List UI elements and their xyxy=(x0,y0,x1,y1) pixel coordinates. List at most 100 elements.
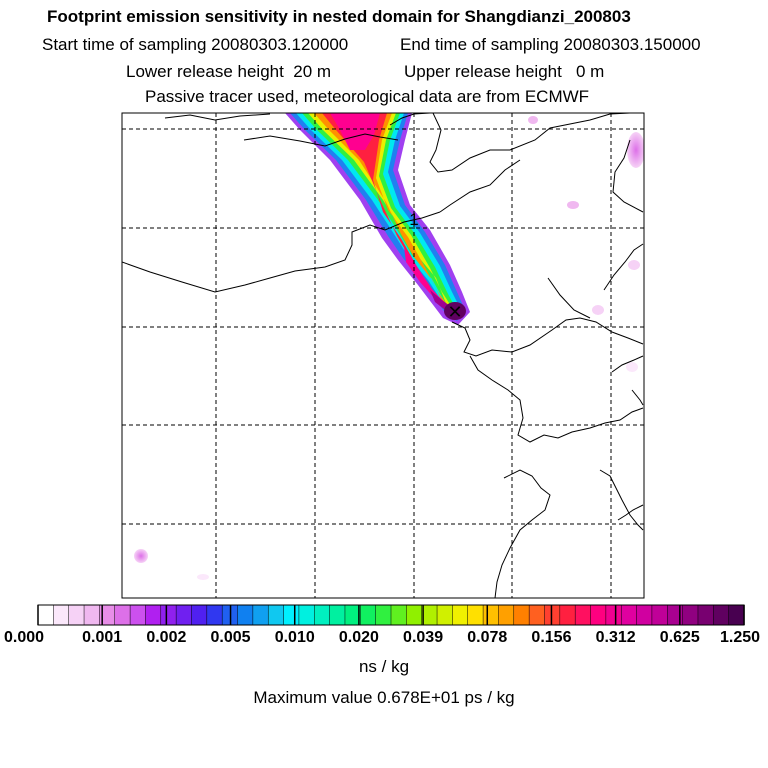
colorbar-cell xyxy=(452,604,469,626)
release-marker: 1 xyxy=(409,210,418,229)
colorbar-cell xyxy=(283,604,300,626)
colorbar-cell xyxy=(513,604,530,626)
sampling-end-value: 20080303.150000 xyxy=(563,35,701,54)
colorbar-cell xyxy=(252,604,269,626)
border-east xyxy=(612,139,644,213)
coastline-korea xyxy=(611,355,644,521)
plume-band-cyan xyxy=(296,113,460,318)
sampling-start-label: Start time of sampling xyxy=(42,35,207,54)
colorbar-unit: ns / kg xyxy=(358,657,410,676)
patch-southeast xyxy=(626,362,638,372)
colorbar-tick-label: 0.001 xyxy=(82,629,123,646)
patch-north xyxy=(528,116,538,124)
colorbar-tick-label: 0.312 xyxy=(595,629,636,646)
colorbar-tick-label: 0.002 xyxy=(146,629,187,646)
sampling-end: End time of sampling 20080303.150000 xyxy=(400,35,701,55)
colorbar-cell xyxy=(421,604,438,626)
colorbar-cell xyxy=(375,604,392,626)
colorbar-cell xyxy=(620,604,638,626)
sampling-start: Start time of sampling 20080303.120000 xyxy=(42,35,348,55)
colorbar-tick-label: 0.000 xyxy=(3,629,45,646)
colorbar-cell xyxy=(728,604,745,626)
colorbar-cell xyxy=(574,604,592,626)
colorbar-cell xyxy=(329,604,346,626)
faint-emission-patches xyxy=(134,116,644,580)
tracer-note: Passive tracer used, meteorological data… xyxy=(145,87,590,106)
emission-plume xyxy=(285,113,470,325)
colorbar-cell xyxy=(590,604,607,626)
colorbar-tick-label: 0.625 xyxy=(659,629,700,646)
patch-far-east xyxy=(628,260,640,270)
release-lower: Lower release height 20 m xyxy=(126,62,331,82)
colorbar-cell xyxy=(636,604,653,626)
colorbar-cell xyxy=(206,604,223,626)
colorbar-cell xyxy=(298,604,315,626)
colorbar-tick-label: 1.250 xyxy=(719,629,761,646)
colorbar-cell xyxy=(175,604,193,626)
maximum-value: Maximum value 0.678E+01 ps / kg xyxy=(253,688,515,707)
colorbar-tick-label: 0.010 xyxy=(274,629,315,646)
colorbar-cell xyxy=(390,604,407,626)
colorbar-cell xyxy=(544,604,561,626)
colorbar-cell xyxy=(559,604,576,626)
colorbar-tick-label: 0.039 xyxy=(403,629,444,646)
colorbar-frame xyxy=(37,604,745,626)
colorbar-cell xyxy=(651,604,668,626)
colorbar-cell xyxy=(360,604,377,626)
receptor-hotspot xyxy=(444,302,466,320)
colorbar-cell xyxy=(436,604,454,626)
colorbar-cell xyxy=(68,604,85,626)
graticule xyxy=(122,113,644,598)
map-title: Footprint emission sensitivity in nested… xyxy=(47,7,631,26)
release-lower-label: Lower release height xyxy=(126,62,284,81)
plume-band-purple xyxy=(430,290,450,310)
patch-southwest xyxy=(134,549,148,563)
patch-east xyxy=(567,201,579,209)
patch-ne-edge xyxy=(627,132,644,168)
colorbar-tick-label: 0.020 xyxy=(338,629,379,646)
colorbar-cell xyxy=(267,604,285,626)
border-central xyxy=(122,211,441,293)
colorbar-cell xyxy=(482,604,500,626)
border-mongolia xyxy=(243,133,399,147)
colorbar-cell xyxy=(237,604,254,626)
coastline-bohai xyxy=(451,317,644,357)
release-lower-value: 20 m xyxy=(293,62,332,81)
colorbar-tick-label: 0.005 xyxy=(210,629,251,646)
colorbar-cell xyxy=(682,604,699,626)
colorbar-cell xyxy=(129,604,147,626)
coastline-east xyxy=(494,469,551,598)
colorbar-tick-label: 0.078 xyxy=(467,629,508,646)
sampling-end-label: End time of sampling xyxy=(400,35,559,54)
release-upper: Upper release height 0 m xyxy=(404,62,604,82)
colorbar-cell xyxy=(713,604,730,626)
colorbar-cell xyxy=(160,604,177,626)
colorbar-cell xyxy=(467,604,484,626)
plume-band-magenta xyxy=(330,113,380,150)
border-central-b xyxy=(439,159,521,213)
patch-east-coast xyxy=(592,305,604,315)
plume-band-red xyxy=(322,113,446,309)
colorbar-tick-label: 0.156 xyxy=(531,629,572,646)
colorbar-cell xyxy=(498,604,515,626)
colorbar-cell xyxy=(667,604,684,626)
colorbar-cell xyxy=(191,604,208,626)
release-upper-label: Upper release height xyxy=(404,62,562,81)
map-frame xyxy=(121,112,645,599)
colorbar-cell xyxy=(528,604,546,626)
coastline-liaodong xyxy=(547,243,644,319)
patch-south xyxy=(197,574,209,580)
coastline-shandong xyxy=(469,355,644,443)
sampling-start-value: 20080303.120000 xyxy=(211,35,349,54)
colorbar-cell xyxy=(697,604,714,626)
release-upper-value: 0 m xyxy=(576,62,605,81)
colorbar-cell xyxy=(145,604,162,626)
colorbar-cell xyxy=(314,604,331,626)
colorbar-cell xyxy=(605,604,622,626)
colorbar-cell xyxy=(37,604,54,626)
colorbar-cell xyxy=(53,604,70,626)
coastline-southeast xyxy=(599,469,644,531)
colorbar-cell xyxy=(406,604,423,626)
